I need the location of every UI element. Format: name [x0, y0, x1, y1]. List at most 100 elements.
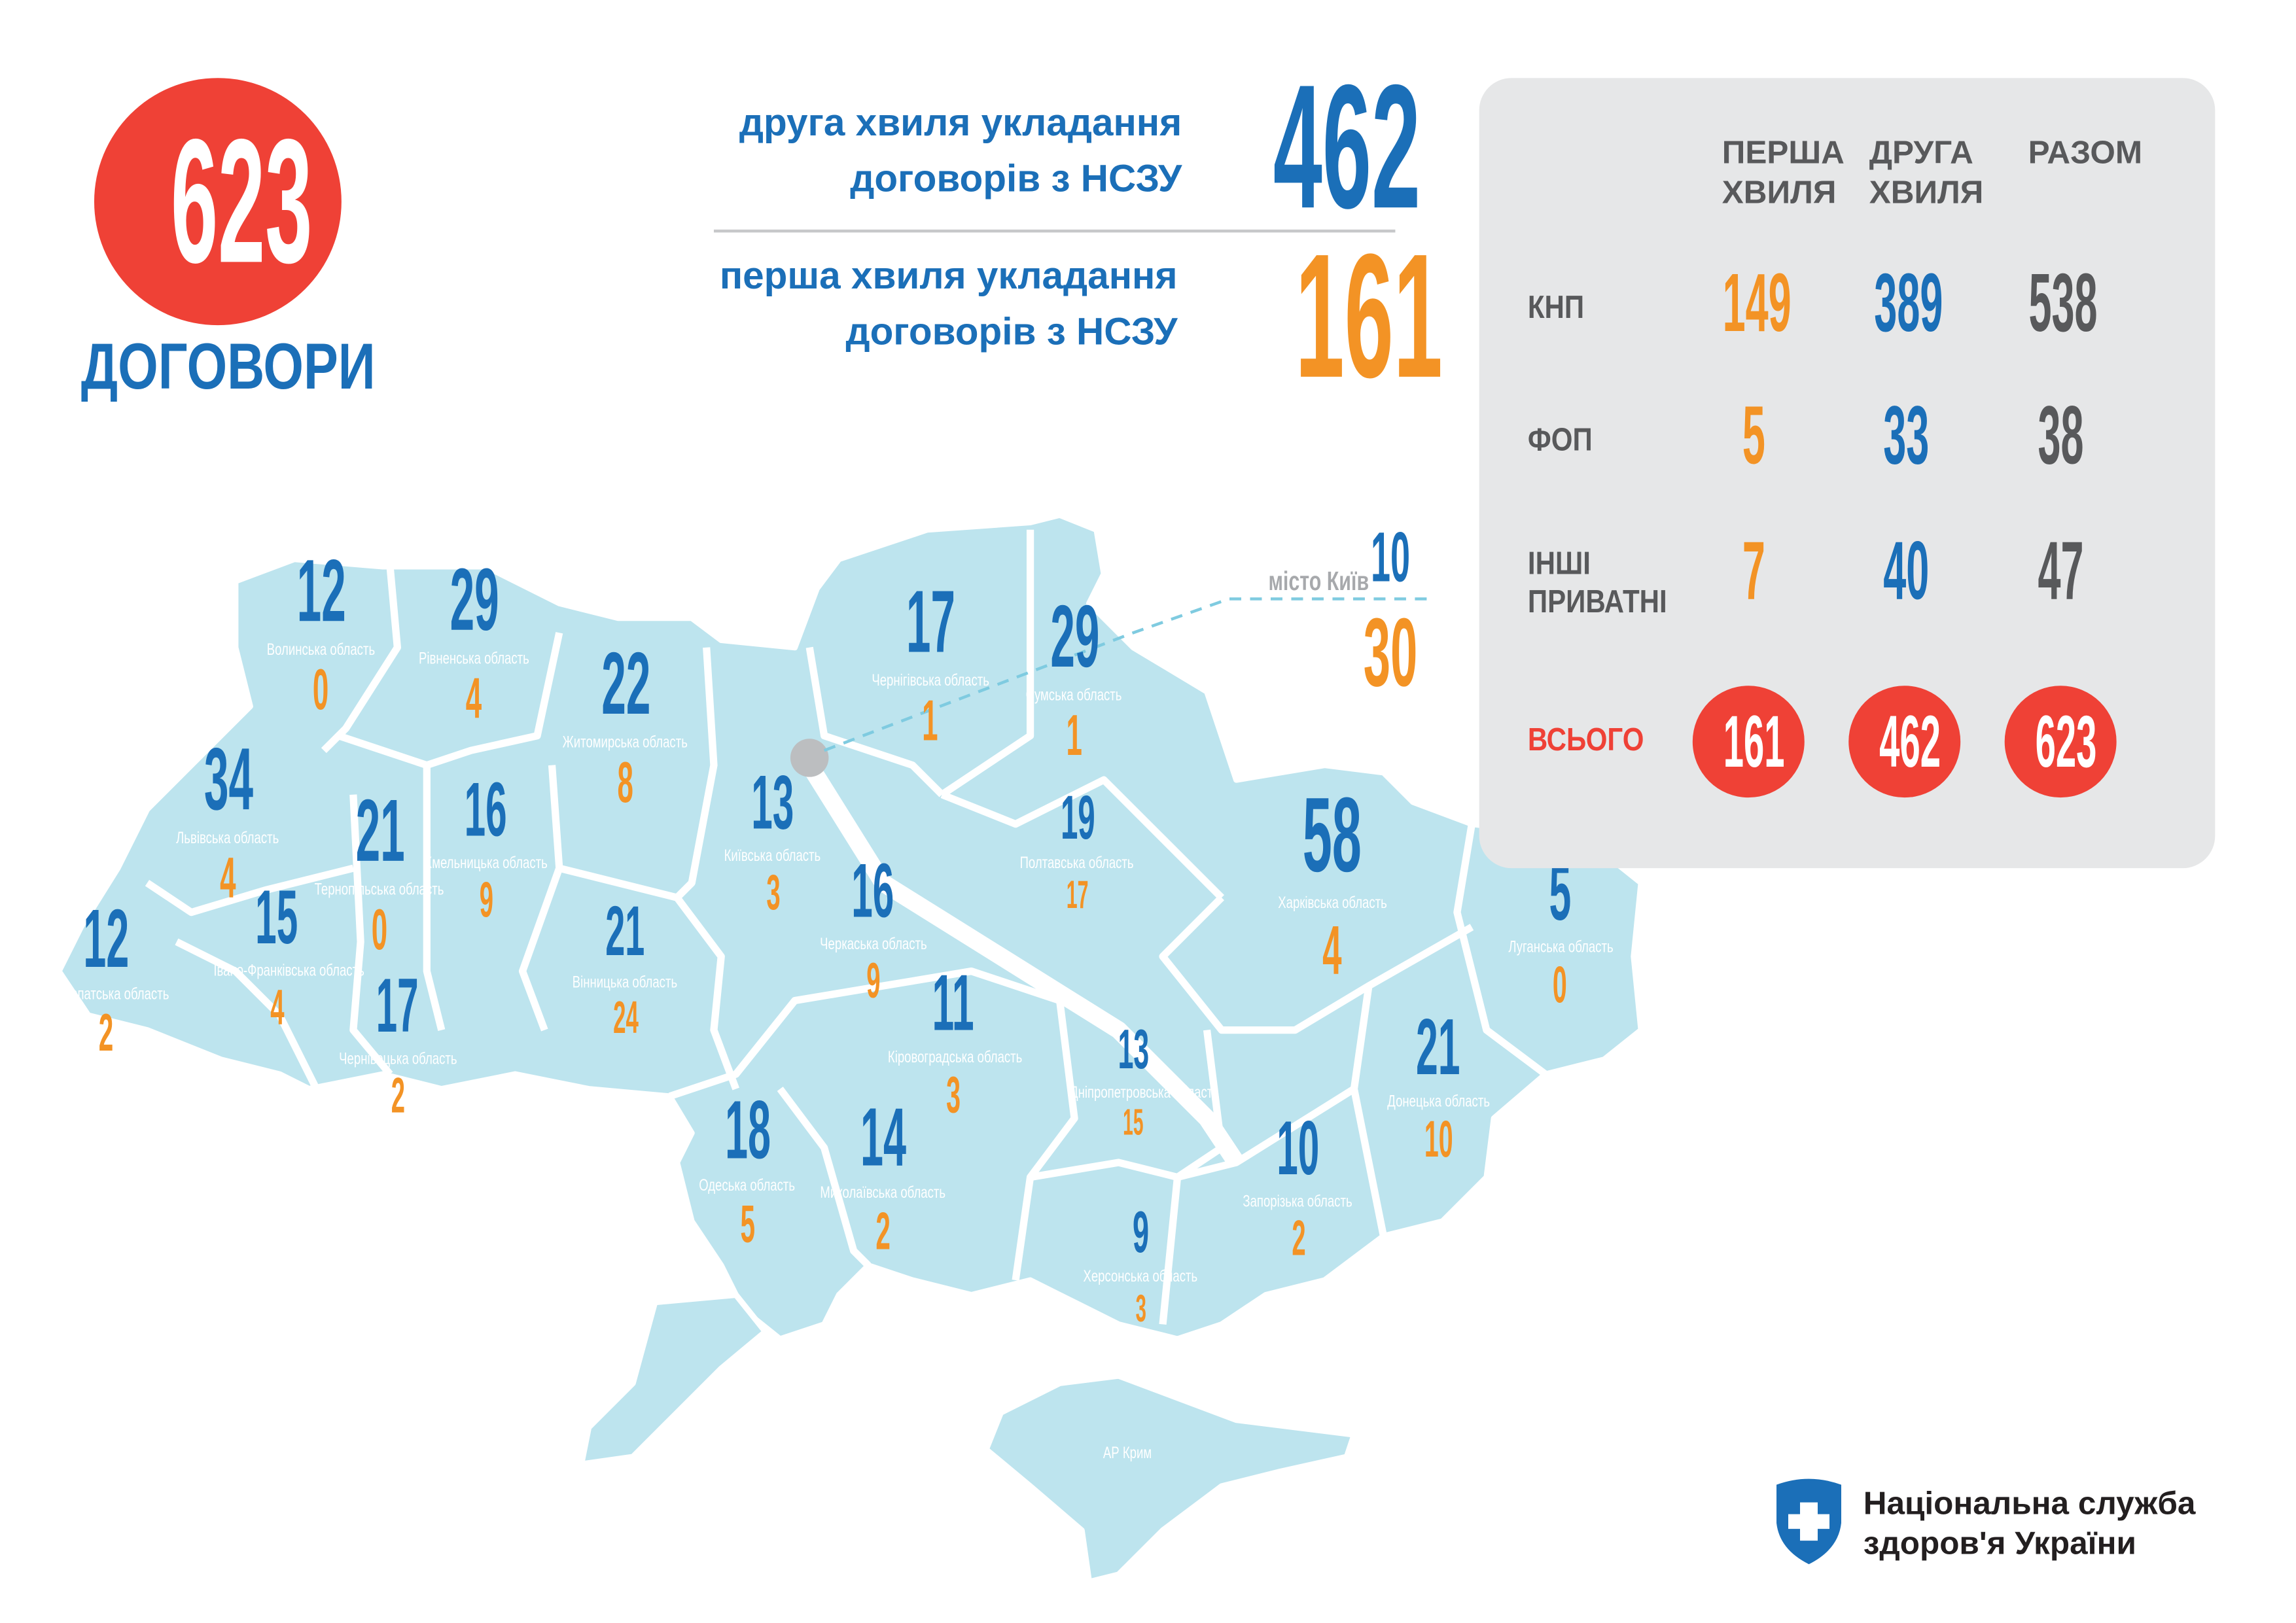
region-second-wave: 12 — [82, 892, 129, 985]
region-name: Полтавська область — [1020, 854, 1135, 873]
region-first-wave: 0 — [313, 659, 329, 723]
region-second-wave: 10 — [1277, 1106, 1320, 1193]
crimea-label: АР Крим — [1103, 1444, 1152, 1463]
region-name: Хмельницька область — [423, 854, 548, 873]
region-first-wave: 15 — [1123, 1102, 1144, 1143]
region-name: Сумська область — [1026, 687, 1123, 705]
region-first-wave: 4 — [1322, 911, 1342, 989]
region-first-wave: 9 — [478, 872, 493, 929]
table-row-label: КНП — [1527, 288, 1585, 326]
region-name: Миколаївська область — [820, 1184, 946, 1202]
region-first-wave: 4 — [270, 980, 284, 1036]
region-13: 16 Черкаська область 9 — [785, 854, 961, 1007]
region-first-wave: 1 — [922, 689, 938, 754]
region-7: 21 Тернопільська область 0 — [291, 781, 468, 963]
nszu-shield-logo — [1776, 1478, 1841, 1565]
region-first-wave: 4 — [466, 668, 482, 731]
region-22: 10 Запорізька область 2 — [1210, 1111, 1386, 1264]
region-17: 11 Кіровоградська область 3 — [866, 964, 1042, 1121]
region-first-wave: 9 — [866, 953, 880, 1010]
kyiv-city-first: 30 — [1364, 597, 1418, 707]
total-circle: 623 — [94, 78, 342, 326]
region-6: 34 Львівська область 4 — [140, 729, 317, 908]
region-name: Тернопільська область — [315, 881, 445, 899]
total-count: 623 — [171, 103, 313, 300]
second-wave-text-1: друга хвиля укладання — [739, 99, 1182, 145]
total-row-label: ВСЬОГО — [1527, 721, 1644, 758]
region-10: 15 Івано-Франківська область 4 — [188, 880, 365, 1033]
region-borders — [145, 529, 1548, 1325]
region-8: 16 Хмельницька область 9 — [397, 773, 574, 926]
region-5: 29 Сумська область 1 — [986, 592, 1163, 769]
region-second-wave: 34 — [203, 729, 253, 829]
region-name: Київська область — [724, 847, 821, 865]
region-second-wave: 58 — [1302, 777, 1362, 895]
region-name: Запорізька область — [1243, 1193, 1353, 1212]
region-23: 9 Херсонська область 3 — [1052, 1204, 1229, 1329]
region-name: Донецька область — [1386, 1093, 1490, 1111]
region-name: Закарпатська область — [43, 986, 169, 1004]
region-name: Херсонська область — [1083, 1268, 1198, 1286]
table-cell-first: 7 — [1742, 523, 1766, 617]
region-first-wave: 17 — [1066, 872, 1089, 917]
region-second-wave: 9 — [1132, 1200, 1149, 1266]
region-first-wave: 0 — [372, 899, 388, 963]
region-20: 18 Одеська область 5 — [660, 1088, 836, 1251]
region-second-wave: 17 — [376, 964, 419, 1049]
region-name: Харківська область — [1277, 894, 1387, 913]
region-first-wave: 2 — [875, 1200, 891, 1261]
kyiv-city-marker — [790, 739, 829, 777]
region-2: 22 Житомирська область 8 — [537, 634, 714, 816]
region-first-wave: 0 — [1553, 956, 1568, 1014]
region-second-wave: 12 — [296, 541, 345, 640]
region-first-wave: 2 — [98, 1002, 114, 1063]
table-cell-total: 47 — [2038, 523, 2084, 617]
region-name: Львівська область — [177, 829, 280, 848]
region-first-wave: 3 — [766, 865, 780, 922]
region-15: 58 Харківська область 4 — [1244, 783, 1421, 985]
region-name: Івано-Франківська область — [213, 962, 364, 981]
region-21: 14 Миколаївська область 2 — [795, 1096, 972, 1258]
region-3: 13 Київська область 3 — [684, 765, 861, 918]
region-second-wave: 15 — [255, 875, 298, 961]
region-0: 12 Волинська область 0 — [232, 541, 409, 723]
total-label: ДОГОВОРИ — [80, 331, 376, 404]
table-cell-first: 5 — [1742, 388, 1766, 481]
total-circle-total: 623 — [2004, 686, 2117, 798]
second-wave-count: 462 — [1273, 48, 1421, 246]
table-row-label: ФОП — [1527, 421, 1593, 458]
table-header-1: ДРУГА ХВИЛЯ — [1869, 133, 1984, 211]
region-second-wave: 29 — [449, 550, 499, 649]
table-cell-second: 389 — [1874, 256, 1943, 349]
region-first-wave: 3 — [1135, 1285, 1146, 1331]
region-first-wave: 1 — [1066, 705, 1083, 769]
region-first-wave: 8 — [617, 752, 634, 816]
region-second-wave: 11 — [932, 959, 975, 1048]
region-16: 5 Луганська область 0 — [1472, 854, 1648, 1011]
region-second-wave: 14 — [860, 1090, 906, 1183]
region-second-wave: 22 — [601, 634, 650, 733]
region-4: 17 Чернігівська область 1 — [842, 578, 1019, 750]
region-first-wave: 10 — [1423, 1111, 1453, 1169]
region-1: 29 Рівненська область 4 — [385, 550, 562, 731]
region-first-wave: 2 — [390, 1068, 404, 1125]
region-name: Кіровоградська область — [887, 1049, 1023, 1067]
table-cell-total: 538 — [2028, 256, 2098, 349]
total-circle-second: 462 — [1848, 686, 1961, 798]
region-name: Чернігівська область — [871, 672, 989, 690]
region-second-wave: 13 — [751, 760, 794, 846]
second-wave-text-2: договорів з НСЗУ — [850, 156, 1182, 200]
table-header-0: ПЕРША ХВИЛЯ — [1722, 133, 1845, 211]
region-second-wave: 19 — [1060, 782, 1095, 852]
region-first-wave: 3 — [946, 1066, 961, 1125]
region-name: Черкаська область — [819, 935, 927, 954]
region-second-wave: 21 — [355, 781, 404, 881]
table-cell-second: 40 — [1882, 523, 1929, 617]
region-second-wave: 16 — [851, 848, 894, 935]
table-cell-total: 38 — [2038, 388, 2084, 481]
region-name: Вінницька область — [573, 974, 679, 992]
first-wave-count: 161 — [1295, 217, 1443, 415]
region-second-wave: 17 — [906, 572, 955, 671]
